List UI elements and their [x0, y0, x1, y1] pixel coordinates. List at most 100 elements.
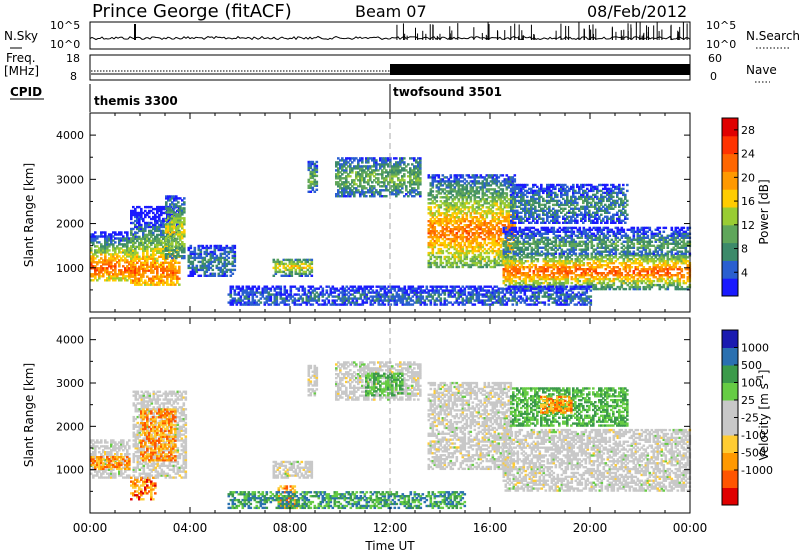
- power-cell: [227, 260, 231, 264]
- power-cell: [662, 277, 666, 281]
- power-cell: [118, 279, 121, 282]
- power-cell: [146, 259, 149, 262]
- power-cell: [296, 264, 300, 268]
- power-cell: [684, 254, 688, 257]
- power-cell: [134, 211, 137, 215]
- power-cell: [522, 230, 526, 233]
- power-cell: [664, 266, 668, 269]
- power-cell: [469, 235, 473, 239]
- power-cell: [510, 272, 514, 275]
- power-cell: [233, 260, 237, 264]
- power-cell: [183, 219, 186, 222]
- power-cell: [518, 242, 522, 245]
- power-cell: [304, 260, 308, 264]
- power-cell: [552, 244, 556, 247]
- power-cell: [106, 279, 109, 282]
- power-cell: [620, 283, 624, 287]
- power-cell: [274, 266, 278, 270]
- power-cell: [453, 228, 457, 231]
- power-cell: [310, 268, 314, 272]
- power-cell: [136, 283, 139, 286]
- power-cell: [441, 226, 445, 229]
- power-cell: [381, 161, 384, 164]
- power-cell: [211, 264, 215, 268]
- power-cell: [546, 283, 550, 287]
- power-cell: [499, 239, 503, 243]
- power-cell: [666, 262, 670, 265]
- power-cell: [666, 268, 670, 271]
- power-cell: [104, 267, 107, 270]
- power-cell: [116, 273, 119, 276]
- power-cell: [505, 206, 509, 209]
- power-cell: [596, 287, 600, 291]
- power-cell: [193, 254, 197, 258]
- power-cell: [156, 271, 159, 274]
- power-cell: [590, 266, 594, 269]
- power-cell: [664, 262, 668, 265]
- power-cell: [530, 258, 534, 261]
- power-cell: [626, 266, 630, 269]
- power-cell: [174, 259, 177, 262]
- power-cell: [499, 263, 503, 267]
- power-cell: [106, 269, 109, 272]
- power-cell: [554, 234, 558, 237]
- power-cell: [497, 235, 501, 239]
- power-cell: [132, 211, 135, 215]
- power-cell: [566, 272, 570, 275]
- power-cell: [483, 247, 487, 251]
- power-cell: [532, 260, 536, 263]
- power-cell: [175, 256, 178, 260]
- power-cell: [682, 256, 686, 259]
- power-cell: [686, 264, 690, 267]
- power-cell: [144, 229, 147, 233]
- power-cell: [439, 243, 443, 247]
- power-cell: [564, 274, 568, 277]
- power-cell: [570, 276, 574, 279]
- power-cell: [92, 257, 95, 260]
- power-cell: [164, 217, 167, 221]
- power-cell: [171, 245, 174, 248]
- power-cell: [477, 259, 481, 263]
- power-cell: [564, 256, 568, 259]
- power-cell: [142, 237, 145, 241]
- power-cell: [411, 181, 414, 184]
- power-cell: [652, 268, 656, 271]
- power-cell: [439, 218, 443, 221]
- power-cell: [173, 203, 176, 206]
- power-cell: [90, 233, 93, 236]
- power-cell: [510, 228, 514, 231]
- power-cell: [172, 273, 175, 276]
- power-cell: [343, 177, 346, 180]
- power-cell: [429, 255, 433, 259]
- power-cell: [138, 211, 141, 215]
- power-cell: [544, 256, 548, 259]
- power-cell: [201, 256, 205, 260]
- power-cell: [308, 262, 312, 266]
- power-cell: [479, 182, 483, 185]
- power-cell: [504, 268, 508, 271]
- power-cell: [225, 270, 229, 274]
- power-cell: [181, 235, 184, 238]
- power-cell: [477, 180, 481, 183]
- power-cell: [90, 255, 93, 258]
- power-cell: [550, 254, 554, 257]
- power-cell: [409, 177, 412, 180]
- power-cell: [164, 245, 167, 249]
- power-cell: [156, 211, 159, 215]
- power-cell: [467, 233, 471, 237]
- power-cell: [592, 260, 596, 263]
- power-cell: [461, 184, 465, 187]
- power-cell: [391, 169, 394, 172]
- power-cell: [223, 252, 227, 256]
- power-cell: [459, 259, 463, 263]
- power-cell: [124, 249, 127, 252]
- power-cell: [309, 180, 313, 184]
- power-cell: [491, 188, 495, 191]
- power-cell: [108, 279, 111, 282]
- power-cell: [173, 231, 176, 234]
- power-cell: [150, 217, 153, 221]
- power-cell: [562, 266, 566, 269]
- power-cell: [199, 252, 203, 256]
- power-cell: [526, 248, 530, 251]
- power-cell: [339, 165, 342, 168]
